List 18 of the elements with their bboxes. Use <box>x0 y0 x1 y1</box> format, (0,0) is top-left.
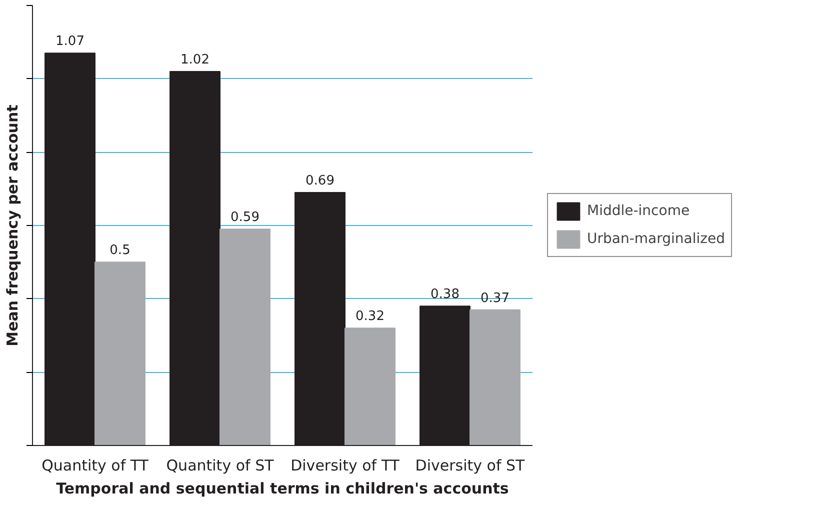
data-label: 0.59 <box>230 210 260 226</box>
legend-label: Middle-income <box>587 203 690 219</box>
bar <box>94 262 146 446</box>
x-tick-label: Diversity of ST <box>415 456 526 474</box>
data-label: 0.5 <box>110 243 130 258</box>
bar <box>344 328 396 446</box>
y-axis-title: Mean frequency per account <box>4 104 22 346</box>
x-axis-title: Temporal and sequential terms in children's accounts <box>56 480 509 498</box>
x-tick-label: Diversity of TT <box>290 456 400 474</box>
bar <box>220 228 270 446</box>
bar <box>470 309 520 446</box>
data-label: 0.69 <box>306 174 334 188</box>
legend-label: Urban-marginalized <box>587 231 725 247</box>
data-label: 0.32 <box>356 309 384 324</box>
data-label: 1.02 <box>180 52 210 68</box>
data-label: 1.07 <box>56 34 84 50</box>
x-tick-label: Quantity of TT <box>42 456 150 474</box>
x-tick-label: Quantity of ST <box>166 456 275 474</box>
